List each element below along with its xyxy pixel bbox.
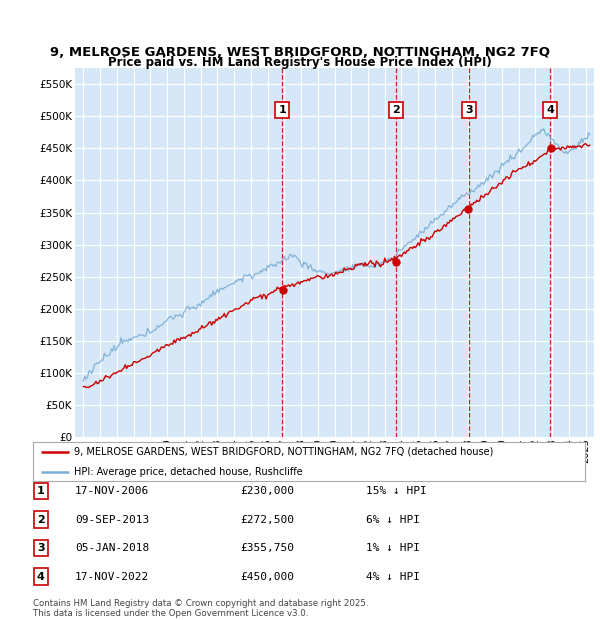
Text: 2: 2 [392, 105, 400, 115]
Text: 9, MELROSE GARDENS, WEST BRIDGFORD, NOTTINGHAM, NG2 7FQ: 9, MELROSE GARDENS, WEST BRIDGFORD, NOTT… [50, 46, 550, 59]
Text: 1% ↓ HPI: 1% ↓ HPI [366, 543, 420, 553]
Text: 1: 1 [37, 486, 44, 496]
Text: 4% ↓ HPI: 4% ↓ HPI [366, 572, 420, 582]
Text: 1: 1 [278, 105, 286, 115]
Text: £450,000: £450,000 [240, 572, 294, 582]
Text: 09-SEP-2013: 09-SEP-2013 [75, 515, 149, 525]
Text: Price paid vs. HM Land Registry's House Price Index (HPI): Price paid vs. HM Land Registry's House … [108, 56, 492, 69]
Text: £355,750: £355,750 [240, 543, 294, 553]
Text: This data is licensed under the Open Government Licence v3.0.: This data is licensed under the Open Gov… [33, 609, 308, 618]
Text: 4: 4 [37, 572, 45, 582]
Text: 17-NOV-2022: 17-NOV-2022 [75, 572, 149, 582]
Text: 6% ↓ HPI: 6% ↓ HPI [366, 515, 420, 525]
Text: 15% ↓ HPI: 15% ↓ HPI [366, 486, 427, 496]
Text: 9, MELROSE GARDENS, WEST BRIDGFORD, NOTTINGHAM, NG2 7FQ (detached house): 9, MELROSE GARDENS, WEST BRIDGFORD, NOTT… [74, 446, 494, 457]
Text: Contains HM Land Registry data © Crown copyright and database right 2025.: Contains HM Land Registry data © Crown c… [33, 600, 368, 608]
Text: HPI: Average price, detached house, Rushcliffe: HPI: Average price, detached house, Rush… [74, 467, 303, 477]
Text: £230,000: £230,000 [240, 486, 294, 496]
Text: 3: 3 [37, 543, 44, 553]
Text: 4: 4 [546, 105, 554, 115]
Text: 2: 2 [37, 515, 44, 525]
Text: 05-JAN-2018: 05-JAN-2018 [75, 543, 149, 553]
Text: 3: 3 [465, 105, 473, 115]
Text: 17-NOV-2006: 17-NOV-2006 [75, 486, 149, 496]
Text: £272,500: £272,500 [240, 515, 294, 525]
